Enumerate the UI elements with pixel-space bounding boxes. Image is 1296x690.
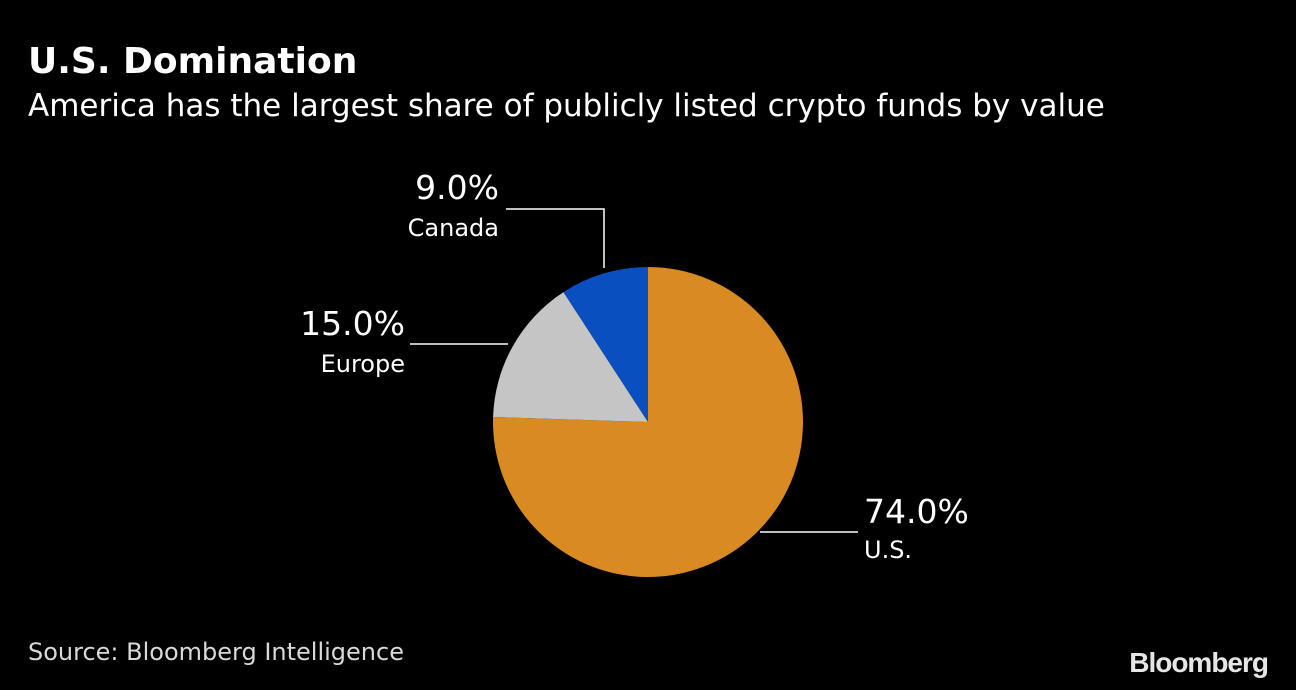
pie-slice-canada	[563, 267, 648, 422]
pie-slices	[493, 267, 803, 577]
leader-line-canada	[506, 208, 605, 268]
slice-value-label-europe: 15.0%	[300, 304, 405, 343]
chart-title: U.S. Domination	[28, 41, 358, 82]
slice-labels: 74.0% U.S. 15.0% Europe 9.0% Canada	[300, 168, 969, 564]
slice-value-label-canada: 9.0%	[415, 168, 499, 207]
slice-category-label-canada: Canada	[408, 214, 499, 242]
source-note: Source: Bloomberg Intelligence	[28, 638, 404, 666]
bloomberg-logo: Bloomberg	[1129, 647, 1269, 678]
chart-subtitle: America has the largest share of publicl…	[28, 88, 1105, 124]
pie-slice-europe	[493, 292, 648, 422]
leader-lines	[410, 208, 858, 533]
slice-category-label-europe: Europe	[321, 350, 405, 378]
slice-value-label-u-s: 74.0%	[864, 492, 969, 531]
slice-category-label-u-s: U.S.	[864, 536, 912, 564]
